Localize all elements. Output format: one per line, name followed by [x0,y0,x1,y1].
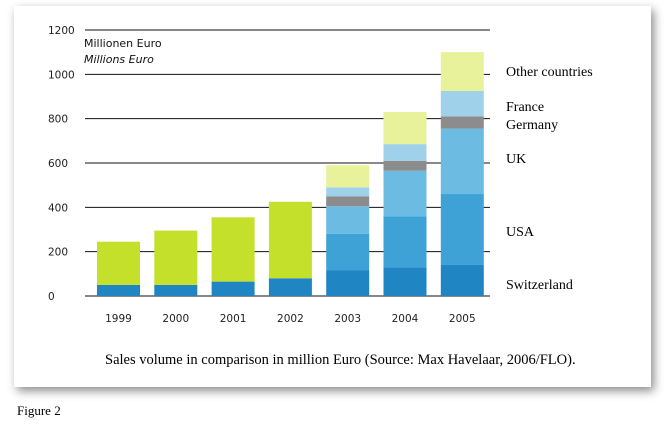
x-tick-label: 2003 [334,313,361,325]
y-unit-label: Millionen Euro [84,37,162,50]
bar-segment [440,90,484,117]
x-tick-label: 2001 [220,313,247,325]
chart-caption: Sales volume in comparison in million Eu… [105,352,576,368]
x-tick-labels: 1999 2000 2001 2002 2003 2004 2005 [105,313,476,325]
bar-segment [440,116,484,129]
y-tick-labels: 0 200 400 600 800 1000 1200 [48,25,75,303]
figure-label: Figure 2 [17,403,61,418]
legend-label: Germany [506,118,558,133]
legend: Switzerland USA UK Germany France Other count… [506,65,593,293]
y-tick-label: 200 [48,247,68,259]
bar-segment [268,278,312,296]
x-tick-label: 2004 [392,313,419,325]
legend-label: USA [506,225,535,240]
y-unit-label-en: Millions Euro [84,53,154,66]
bar-segment [326,206,370,234]
bar-segment [383,160,427,171]
x-tick-label: 2005 [449,313,476,325]
x-tick-label: 2002 [277,313,304,325]
bar-segment [268,201,312,279]
bar-segment [97,241,140,285]
legend-label: UK [506,152,526,167]
legend-label: Other countries [506,65,593,80]
y-tick-label: 600 [48,158,68,170]
bar-segment [383,170,427,217]
bar-segment [326,165,370,188]
y-tick-label: 1000 [48,69,75,81]
legend-label: France [506,100,544,115]
bar-segment [383,216,427,268]
bar-segment [326,187,370,197]
bar-segment [440,264,484,296]
bar-segment [154,230,198,285]
y-tick-label: 800 [48,114,68,126]
bar-segment [326,233,370,271]
bar-segment [383,144,427,161]
bar-segment [154,284,198,296]
y-tick-label: 400 [48,202,68,214]
bars [97,52,484,296]
bar-segment [440,52,484,91]
bar-segment [440,194,484,265]
bar-segment [326,270,370,296]
bar-segment [326,196,370,207]
y-tick-label: 0 [48,291,55,303]
x-tick-label: 2000 [162,313,189,325]
legend-label: Switzerland [506,278,573,293]
bar-segment [211,281,255,296]
bar-segment [97,284,140,296]
bar-segment [440,128,484,195]
bar-segment [211,217,255,282]
bar-segment [383,267,427,296]
x-tick-label: 1999 [105,313,132,325]
y-tick-label: 1200 [48,25,75,37]
bar-segment [383,112,427,145]
